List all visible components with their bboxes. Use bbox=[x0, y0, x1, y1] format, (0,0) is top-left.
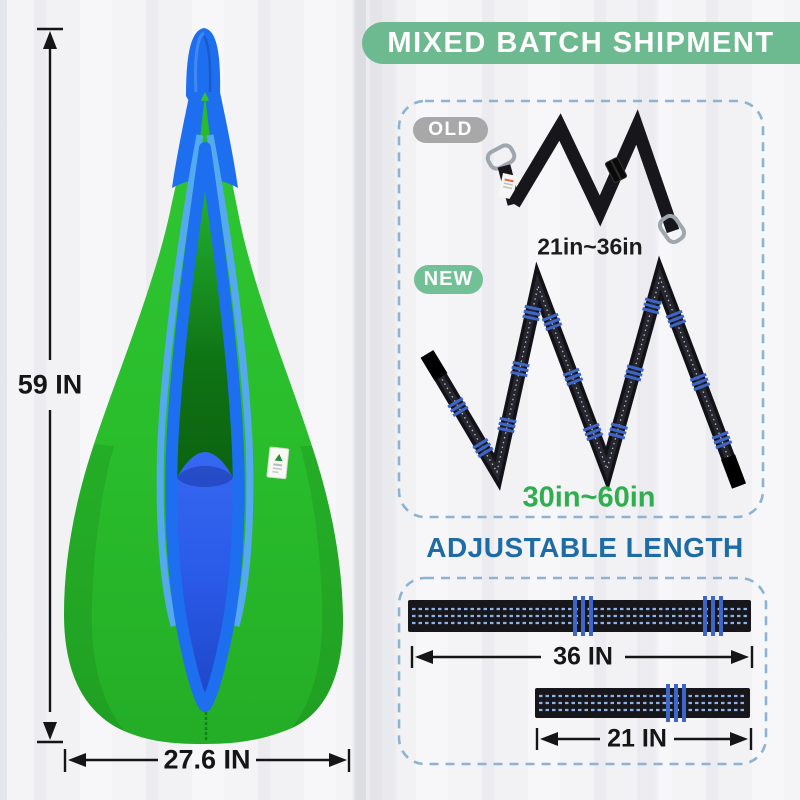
shipment-banner: MIXED BATCH SHIPMENT bbox=[362, 22, 800, 64]
shipment-banner-label: MIXED BATCH SHIPMENT bbox=[387, 26, 775, 59]
brand-tag bbox=[266, 446, 290, 480]
old-strap-image bbox=[485, 109, 687, 245]
strap-36-dimension-line bbox=[410, 646, 754, 668]
pod-height-label: 59 IN bbox=[17, 369, 83, 400]
trim-light-left bbox=[156, 134, 204, 627]
strap-21-image bbox=[535, 684, 750, 722]
new-strap-image bbox=[420, 255, 747, 492]
strap-21-label: 21 IN bbox=[607, 724, 667, 753]
height-dimension-line bbox=[37, 27, 63, 744]
pod-width-label: 27.6 IN bbox=[163, 744, 251, 775]
pod-shade-left bbox=[64, 444, 124, 731]
strap-21-dimension-line bbox=[535, 728, 753, 750]
d-ring-icon bbox=[485, 143, 517, 171]
new-strap-range-label: 30in~60in bbox=[522, 481, 656, 514]
hanging-loop bbox=[186, 28, 221, 114]
cushion-fold-shadow bbox=[177, 466, 233, 487]
pod-swing-photo bbox=[64, 28, 344, 744]
pod-shade-right bbox=[292, 446, 344, 728]
old-badge: OLD bbox=[413, 117, 488, 143]
old-strap-label-tag bbox=[498, 173, 518, 200]
opening-trim-blue bbox=[165, 142, 245, 712]
comparison-box-border bbox=[397, 99, 765, 519]
adjustable-box-border bbox=[397, 576, 768, 766]
old-strap-range-label: 21in~36in bbox=[537, 233, 643, 260]
width-dimension-line bbox=[63, 749, 351, 772]
strap-adjuster-buckle bbox=[604, 157, 628, 183]
strap-36-label: 36 IN bbox=[553, 642, 613, 671]
trim-light-right bbox=[206, 134, 254, 627]
d-ring-icon bbox=[657, 213, 687, 245]
new-badge: NEW bbox=[414, 265, 483, 294]
strap-36-image bbox=[408, 596, 751, 636]
adjustable-length-heading: ADJUSTABLE LENGTH bbox=[426, 532, 744, 563]
